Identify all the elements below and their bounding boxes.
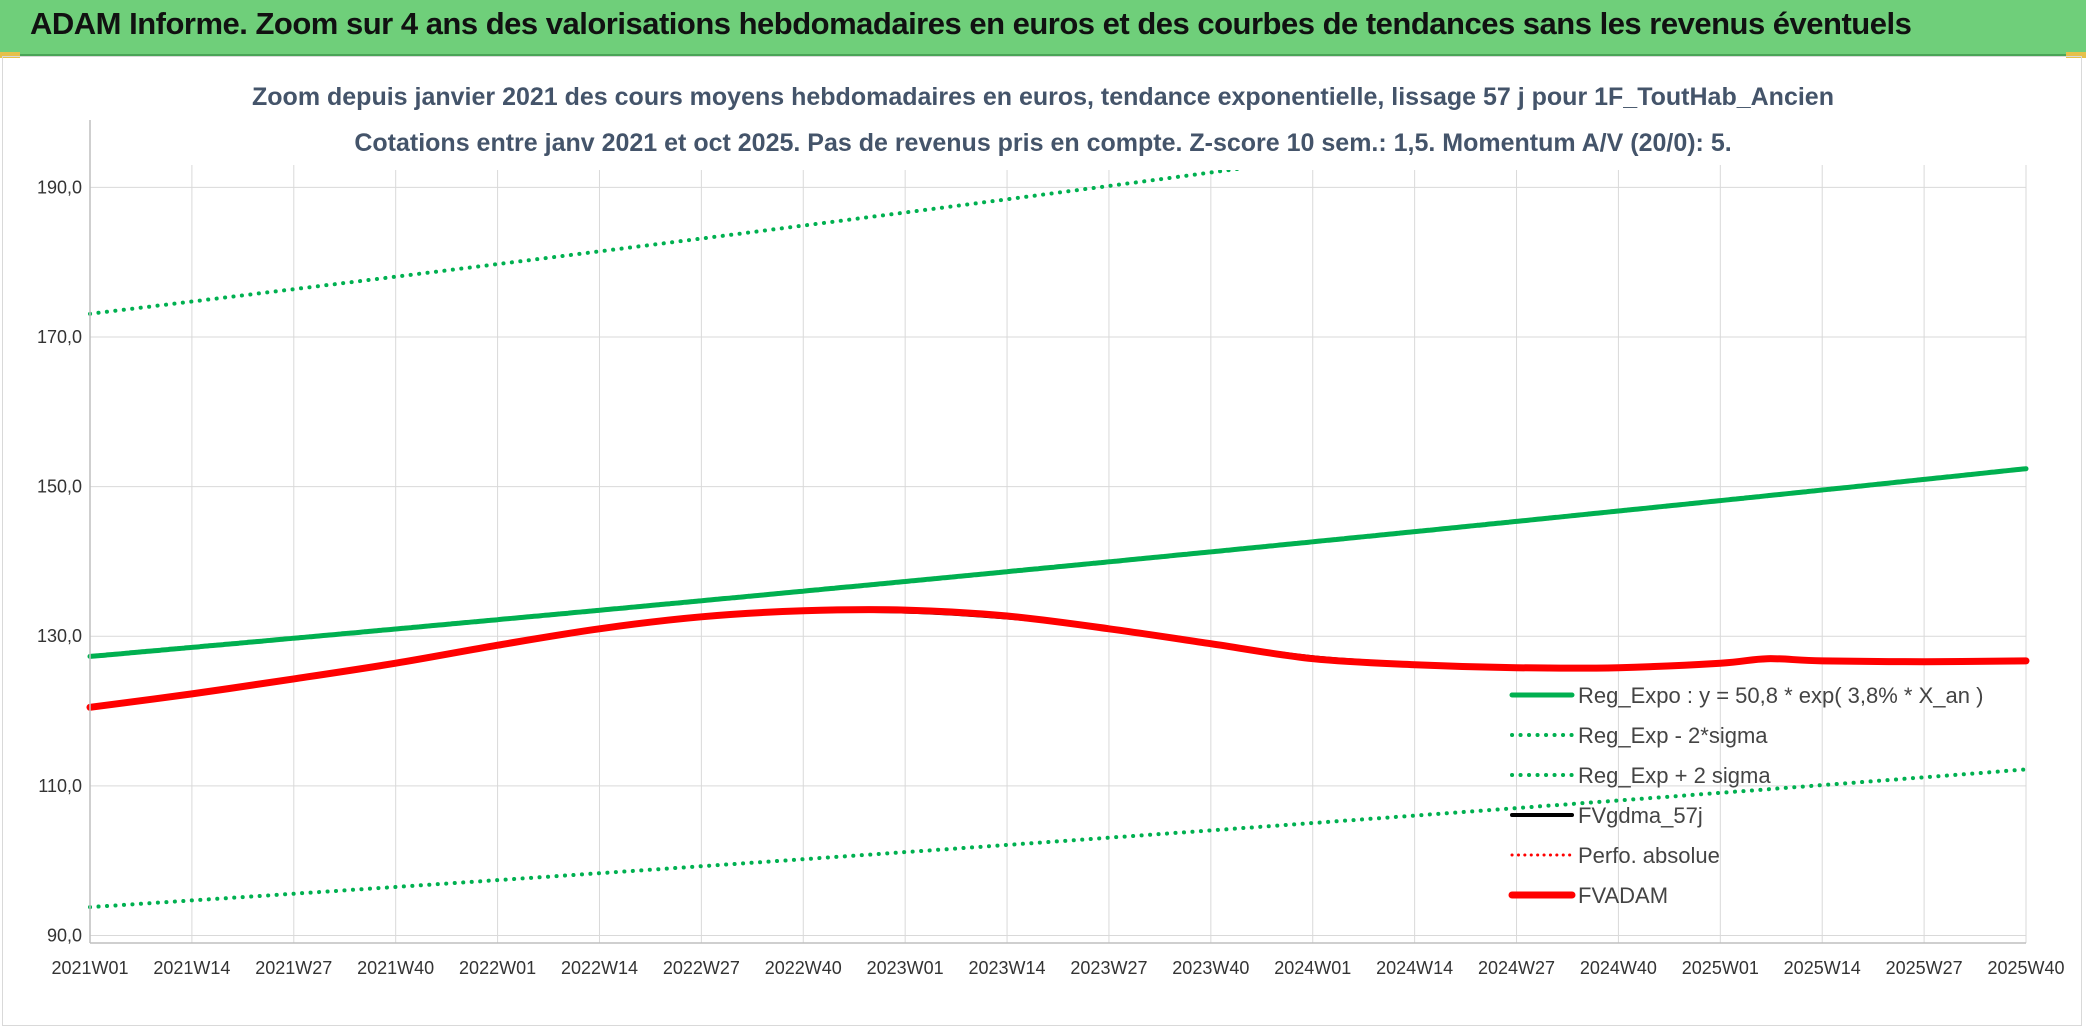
x-tick-label: 2022W14 <box>561 958 638 978</box>
series-reg-exp-2-sigma-line <box>88 120 1615 316</box>
x-tick-label: 2025W14 <box>1784 958 1861 978</box>
x-tick-label: 2022W01 <box>459 958 536 978</box>
chart-title: Zoom depuis janvier 2021 des cours moyen… <box>252 83 1834 111</box>
legend: Reg_Expo : y = 50,8 * exp( 3,8% * X_an )… <box>1504 673 2012 917</box>
legend-box <box>1504 673 2012 917</box>
x-tick-label: 2024W14 <box>1376 958 1453 978</box>
legend-label: FVgdma_57j <box>1578 803 1703 828</box>
x-tick-label: 2024W40 <box>1580 958 1657 978</box>
corner-accent-left <box>0 52 20 58</box>
x-tick-label: 2024W01 <box>1274 958 1351 978</box>
x-tick-label: 2021W01 <box>51 958 128 978</box>
header-banner: ADAM Informe. Zoom sur 4 ans des valoris… <box>0 0 2086 56</box>
y-tick-label: 190,0 <box>37 177 82 197</box>
chart-titles: Zoom depuis janvier 2021 des cours moyen… <box>252 72 1834 170</box>
gridlines <box>89 165 2027 943</box>
axes: 2021W01 2021W14 2021W27 2021W40 2022W01 2022W… <box>37 120 2065 978</box>
series-reg-exp-2-sigma-line <box>88 767 2028 910</box>
x-tick-label: 2024W27 <box>1478 958 1555 978</box>
x-tick-label: 2023W40 <box>1172 958 1249 978</box>
x-tick-label: 2021W14 <box>153 958 230 978</box>
page-title: ADAM Informe. Zoom sur 4 ans des valoris… <box>30 6 1912 41</box>
x-tick-label: 2022W27 <box>663 958 740 978</box>
series-reg-expo-y-50-8-exp-3-8-x-an-line <box>87 466 2029 659</box>
corner-accent-right <box>2066 52 2086 58</box>
legend-label: Reg_Expo : y = 50,8 * exp( 3,8% * X_an ) <box>1578 683 1983 708</box>
x-tick-label: 2025W27 <box>1886 958 1963 978</box>
series-fvadam-line <box>86 606 2030 711</box>
y-tick-label: 130,0 <box>37 626 82 646</box>
chart-frame <box>2 56 2082 1026</box>
x-tick-label: 2022W40 <box>765 958 842 978</box>
x-tick-label: 2023W14 <box>969 958 1046 978</box>
y-tick-label: 150,0 <box>37 477 82 497</box>
x-tick-label: 2025W40 <box>1987 958 2064 978</box>
y-tick-label: 90,0 <box>47 926 82 946</box>
x-tick-label: 2025W01 <box>1682 958 1759 978</box>
plot-area <box>86 120 2030 910</box>
x-tick-label: 2021W40 <box>357 958 434 978</box>
legend-label: Reg_Exp - 2*sigma <box>1578 723 1768 748</box>
y-tick-label: 170,0 <box>37 327 82 347</box>
x-tick-label: 2023W27 <box>1070 958 1147 978</box>
legend-label: Perfo. absolue <box>1578 843 1720 868</box>
legend-label: Reg_Exp + 2 sigma <box>1578 763 1771 788</box>
x-tick-label: 2021W27 <box>255 958 332 978</box>
chart-subtitle: Cotations entre janv 2021 et oct 2025. P… <box>354 129 1731 157</box>
x-tick-label: 2023W01 <box>867 958 944 978</box>
y-tick-label: 110,0 <box>38 776 82 796</box>
legend-label: FVADAM <box>1578 883 1668 908</box>
